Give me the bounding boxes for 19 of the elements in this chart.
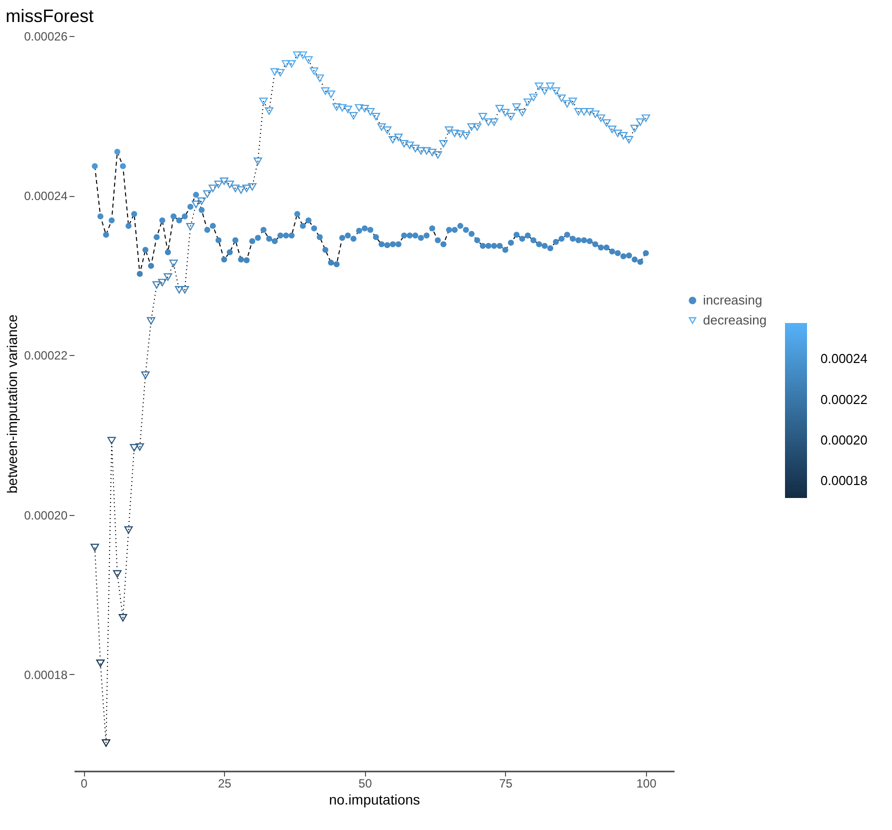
y-tick-label: 0.00026 [24, 30, 68, 44]
y-tick-label: 0.00018 [24, 668, 68, 682]
chart-title: missForest [6, 6, 94, 26]
x-tick-label: 0 [80, 776, 88, 790]
color-bar-label: 0.00024 [820, 351, 868, 366]
y-axis-title: between-imputation variance [4, 314, 20, 494]
x-tick-label: 50 [358, 776, 372, 790]
legend-label: decreasing [703, 312, 767, 328]
color-bar-label: 0.00022 [820, 392, 868, 407]
x-tick-label: 25 [218, 776, 232, 790]
x-tick-label: 75 [499, 776, 513, 790]
y-tick-label: 0.00022 [24, 348, 68, 363]
color-bar-label: 0.00018 [820, 473, 868, 488]
color-bar-label: 0.00020 [820, 432, 868, 448]
legend-label: increasing [703, 292, 762, 308]
y-tick-label: 0.00024 [24, 189, 68, 204]
x-tick-label: 100 [636, 776, 657, 790]
y-tick-label: 0.00020 [24, 508, 68, 522]
x-axis-title: no.imputations [328, 792, 420, 808]
